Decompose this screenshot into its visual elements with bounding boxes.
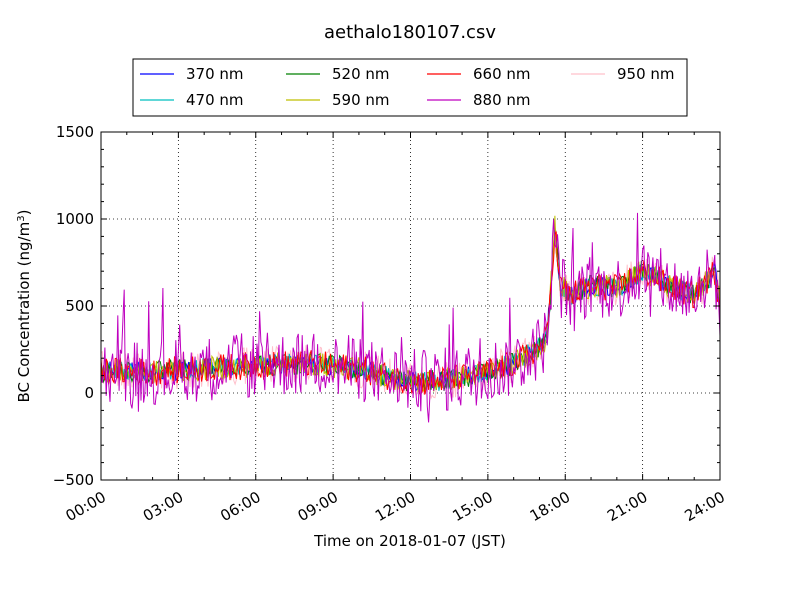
y-axis-label-superscript: 3 (16, 215, 27, 221)
series-line (100, 212, 721, 423)
legend-box (132, 58, 688, 117)
y-tick-label: 0 (84, 384, 94, 402)
legend: 370 nm 470 nm 520 nm 590 nm 660 nm 880 nm 950 … (132, 58, 688, 117)
legend-label: 370 nm (186, 65, 244, 83)
y-tick-labels: −500 0 500 1000 1500 (53, 123, 94, 489)
legend-label: 590 nm (332, 91, 390, 109)
legend-label: 470 nm (186, 91, 244, 109)
y-axis-label: BC Concentration (ng/m3) (15, 210, 33, 403)
ticks (100, 131, 721, 481)
legend-label: 520 nm (332, 65, 390, 83)
y-axis-label-main: BC Concentration (ng/m (15, 222, 33, 403)
legend-label: 880 nm (473, 91, 531, 109)
y-tick-label: −500 (53, 471, 94, 489)
y-tick-label: 1500 (56, 123, 94, 141)
chart-title: aethalo180107.csv (324, 22, 496, 43)
y-tick-label: 1000 (56, 210, 94, 228)
x-axis-label: Time on 2018-01-07 (JST) (313, 532, 506, 550)
series-layer (100, 212, 721, 423)
y-axis-label-end: ) (15, 210, 33, 216)
legend-label: 950 nm (617, 65, 675, 83)
legend-label: 660 nm (473, 65, 531, 83)
series-line (100, 215, 721, 393)
y-tick-label: 500 (65, 297, 94, 315)
